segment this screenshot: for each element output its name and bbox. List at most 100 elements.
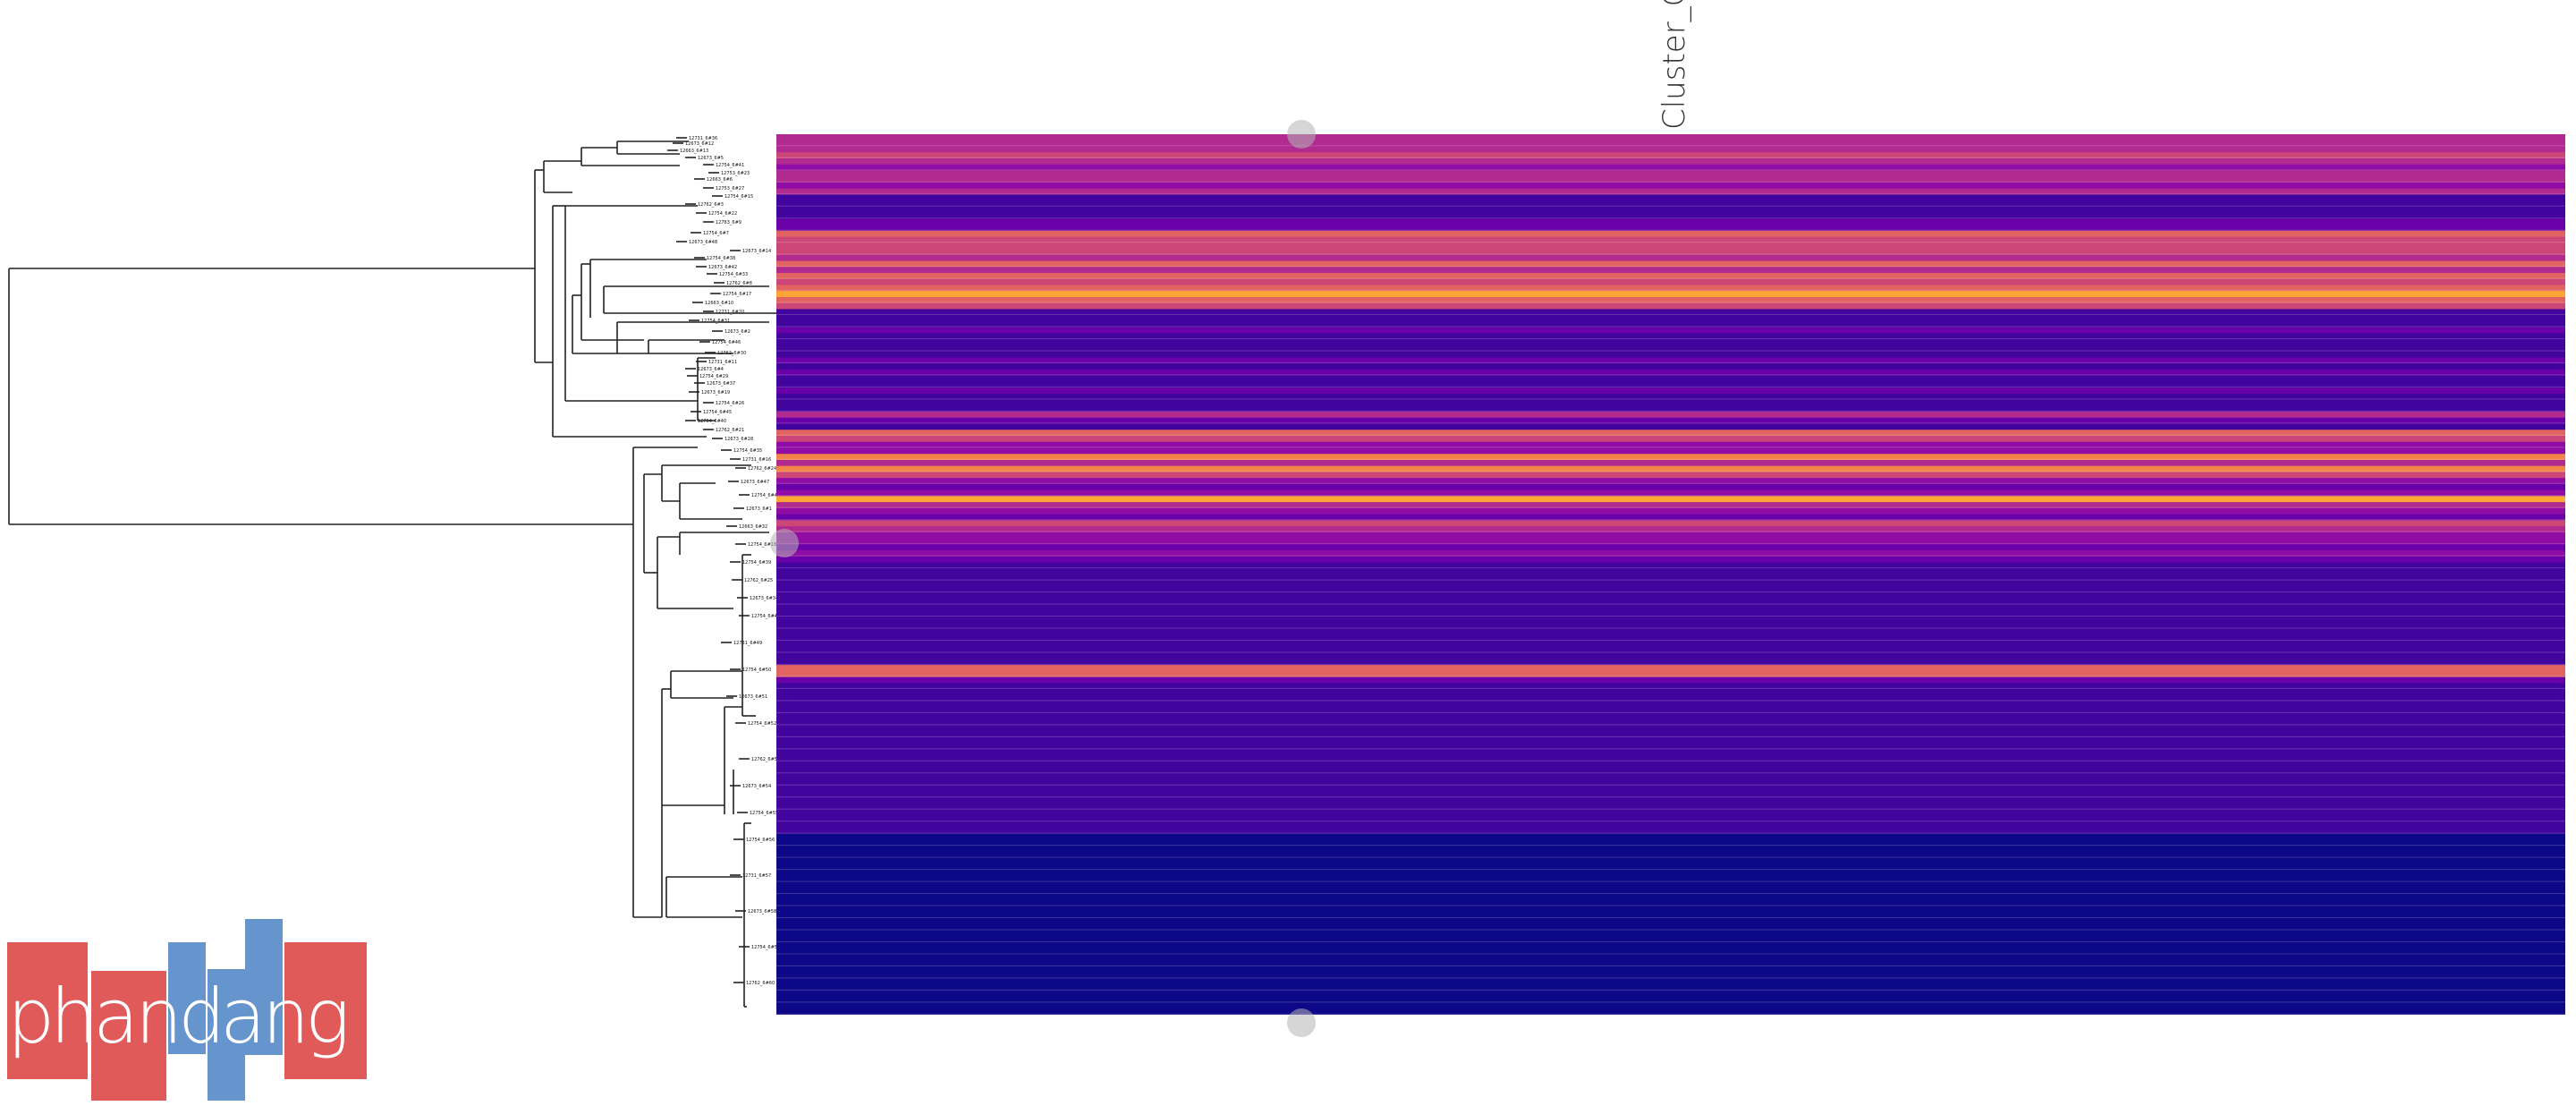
heatmap-cell[interactable]	[776, 182, 2565, 190]
heatmap-cell[interactable]	[776, 839, 2565, 847]
heatmap-resize-handle-top[interactable]	[1287, 120, 1316, 149]
heatmap-cell[interactable]	[776, 194, 2565, 201]
heatmap-cell[interactable]	[776, 550, 2565, 557]
heatmap-cell[interactable]	[776, 761, 2565, 769]
heatmap-cell[interactable]	[776, 628, 2565, 635]
heatmap-cell[interactable]	[776, 454, 2565, 461]
heatmap-cell[interactable]	[776, 948, 2565, 956]
heatmap-cell[interactable]	[776, 942, 2565, 949]
heatmap-cell[interactable]	[776, 996, 2565, 1004]
heatmap-cell[interactable]	[776, 363, 2565, 370]
heatmap-cell[interactable]	[776, 622, 2565, 630]
heatmap-cell[interactable]	[776, 809, 2565, 817]
heatmap-cell[interactable]	[776, 278, 2565, 286]
heatmap-cell[interactable]	[776, 249, 2565, 256]
heatmap-cell[interactable]	[776, 586, 2565, 593]
heatmap-cell[interactable]	[776, 646, 2565, 654]
heatmap-cell[interactable]	[776, 387, 2565, 395]
heatmap-cell[interactable]	[776, 984, 2565, 991]
heatmap-cell[interactable]	[776, 556, 2565, 564]
heatmap-cell[interactable]	[776, 936, 2565, 943]
heatmap-cell[interactable]	[776, 694, 2565, 702]
heatmap-cell[interactable]	[776, 393, 2565, 401]
heatmap-cell[interactable]	[776, 399, 2565, 406]
heatmap-cell[interactable]	[776, 894, 2565, 901]
heatmap-cell[interactable]	[776, 923, 2565, 932]
heatmap-cell[interactable]	[776, 405, 2565, 413]
heatmap-cell[interactable]	[776, 767, 2565, 775]
heatmap-cell[interactable]	[776, 888, 2565, 895]
heatmap-cell[interactable]	[776, 785, 2565, 793]
heatmap-cell[interactable]	[776, 369, 2565, 377]
heatmap-cell[interactable]	[776, 423, 2565, 430]
heatmap-cell[interactable]	[776, 236, 2565, 243]
heatmap-cell[interactable]	[776, 465, 2565, 473]
heatmap-cell[interactable]	[776, 538, 2565, 545]
heatmap-cell[interactable]	[776, 725, 2565, 732]
heatmap-cell[interactable]	[776, 188, 2565, 195]
heatmap-cell[interactable]	[776, 478, 2565, 485]
heatmap-cell[interactable]	[776, 489, 2565, 497]
heatmap-cell[interactable]	[776, 218, 2565, 225]
heatmap-cell[interactable]	[776, 225, 2565, 232]
heatmap-cell[interactable]	[776, 568, 2565, 575]
heatmap-cell[interactable]	[776, 375, 2565, 382]
heatmap-cell[interactable]	[776, 230, 2565, 238]
heatmap-cell[interactable]	[776, 502, 2565, 509]
heatmap-cell[interactable]	[776, 134, 2565, 141]
heatmap-cell[interactable]	[776, 291, 2565, 298]
heatmap-cell[interactable]	[776, 435, 2565, 443]
heatmap-cell[interactable]	[776, 719, 2565, 727]
heatmap-cell[interactable]	[776, 441, 2565, 449]
heatmap-cell[interactable]	[776, 610, 2565, 617]
heatmap-cell[interactable]	[776, 791, 2565, 798]
heatmap-cell[interactable]	[776, 544, 2565, 551]
heatmap-cell[interactable]	[776, 327, 2565, 335]
heatmap-cell[interactable]	[776, 345, 2565, 353]
metadata-heatmap[interactable]	[776, 134, 2565, 1015]
heatmap-cell[interactable]	[776, 731, 2565, 738]
heatmap-cell[interactable]	[776, 152, 2565, 159]
heatmap-cell[interactable]	[776, 852, 2565, 859]
heatmap-cell[interactable]	[776, 1008, 2565, 1015]
heatmap-cell[interactable]	[776, 260, 2565, 268]
heatmap-cell[interactable]	[776, 273, 2565, 280]
heatmap-cell[interactable]	[776, 351, 2565, 358]
heatmap-cell[interactable]	[776, 749, 2565, 756]
heatmap-cell[interactable]	[776, 320, 2565, 328]
heatmap-cell[interactable]	[776, 357, 2565, 364]
heatmap-cell[interactable]	[776, 833, 2565, 841]
heatmap-cell[interactable]	[776, 991, 2565, 998]
heatmap-cell[interactable]	[776, 285, 2565, 292]
heatmap-cell[interactable]	[776, 797, 2565, 804]
heatmap-cell[interactable]	[776, 652, 2565, 659]
heatmap-cell[interactable]	[776, 1002, 2565, 1009]
heatmap-cell[interactable]	[776, 906, 2565, 914]
heatmap-cell[interactable]	[776, 520, 2565, 527]
heatmap-cell[interactable]	[776, 574, 2565, 582]
heatmap-cell[interactable]	[776, 212, 2565, 219]
heatmap-cell[interactable]	[776, 532, 2565, 540]
heatmap-cell[interactable]	[776, 930, 2565, 937]
heatmap-cell[interactable]	[776, 598, 2565, 606]
heatmap-cell[interactable]	[776, 978, 2565, 985]
heatmap-cell[interactable]	[776, 381, 2565, 388]
heatmap-cell[interactable]	[776, 430, 2565, 437]
heatmap-cell[interactable]	[776, 526, 2565, 533]
heatmap-cell[interactable]	[776, 972, 2565, 980]
heatmap-cell[interactable]	[776, 447, 2565, 455]
heatmap-cell[interactable]	[776, 676, 2565, 684]
heatmap-cell[interactable]	[776, 176, 2565, 183]
heatmap-cell[interactable]	[776, 683, 2565, 690]
heatmap-cell[interactable]	[776, 707, 2565, 714]
heatmap-cell[interactable]	[776, 459, 2565, 467]
heatmap-cell[interactable]	[776, 200, 2565, 208]
heatmap-cell[interactable]	[776, 828, 2565, 835]
heatmap-cell[interactable]	[776, 333, 2565, 340]
heatmap-cell[interactable]	[776, 592, 2565, 600]
heatmap-cell[interactable]	[776, 773, 2565, 780]
heatmap-cell[interactable]	[776, 339, 2565, 346]
heatmap-cell[interactable]	[776, 743, 2565, 751]
heatmap-cell[interactable]	[776, 954, 2565, 961]
heatmap-cell[interactable]	[776, 617, 2565, 624]
